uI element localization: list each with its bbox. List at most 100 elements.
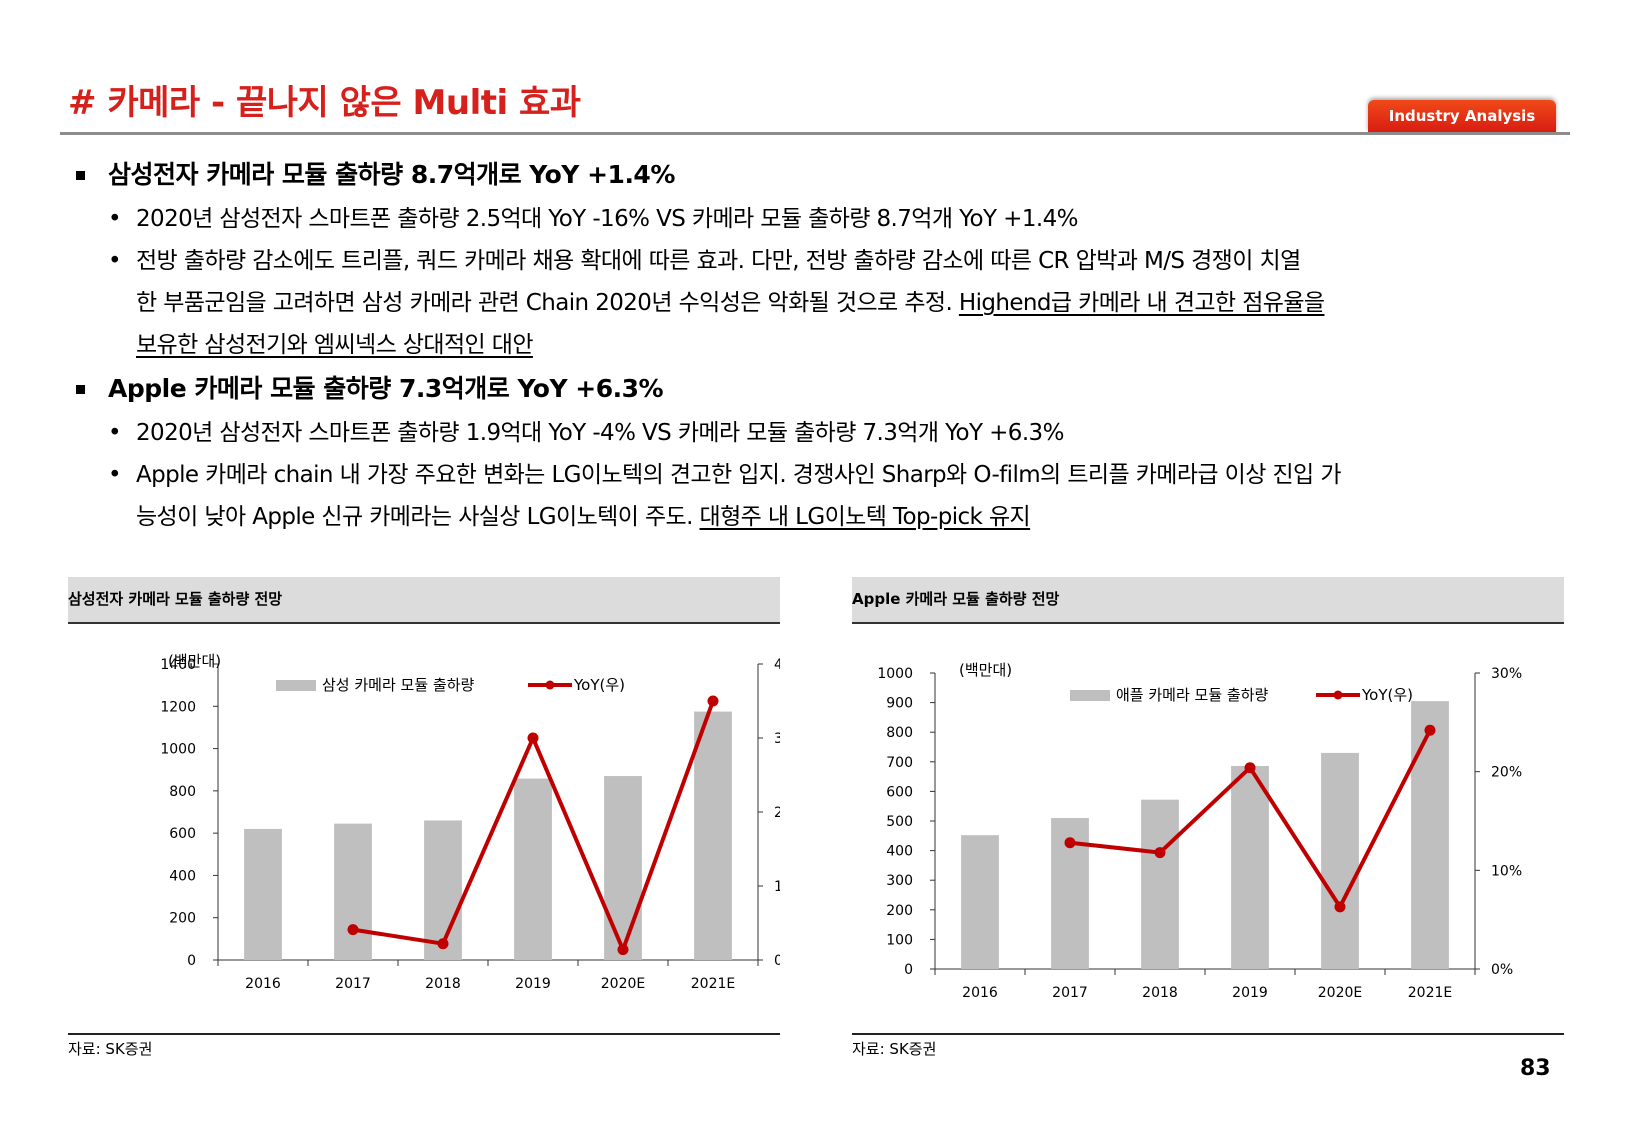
legend-bar-swatch <box>276 680 316 691</box>
bullet-line: 전방 출하량 감소에도 트리플, 쿼드 카메라 채용 확대에 따른 효과. 다만… <box>136 248 1301 274</box>
section-tag: Industry Analysis <box>1368 100 1556 132</box>
left-tick-label: 0 <box>187 953 196 969</box>
left-tick-label: 1400 <box>160 657 196 673</box>
square-bullet-icon <box>76 171 85 180</box>
bullet-line: 2020년 삼성전자 스마트폰 출하량 1.9억대 YoY -4% VS 카메라… <box>136 420 1064 446</box>
left-tick-label: 400 <box>169 868 196 884</box>
bar <box>334 823 372 960</box>
bullet-item: • 2020년 삼성전자 스마트폰 출하량 1.9억대 YoY -4% VS 카… <box>72 412 1562 454</box>
source-note: 자료: SK증권 <box>68 1040 153 1058</box>
yoy-point <box>1424 724 1436 736</box>
right-tick-label: 20% <box>774 805 780 821</box>
left-tick-label: 900 <box>886 696 913 712</box>
bar <box>514 778 552 960</box>
chart-apple: 0 100 200 300 400 500 600 700 800 900 1000 0% 10% 20%… <box>877 661 1522 1001</box>
left-tick-label: 1000 <box>877 666 913 682</box>
bar <box>961 835 999 969</box>
title-divider <box>60 132 1570 135</box>
left-tick-label: 400 <box>886 844 913 860</box>
panel-footer-rule <box>68 1033 780 1035</box>
bar <box>1231 765 1269 969</box>
x-tick-label: 2017 <box>1052 985 1088 1001</box>
yoy-point <box>437 938 449 950</box>
legend-line-marker <box>545 680 555 690</box>
bullet-dot-icon: • <box>108 420 122 446</box>
legend-bar-label: 애플 카메라 모듈 출하량 <box>1116 686 1269 704</box>
left-tick-label: 800 <box>886 725 913 741</box>
bullet-text: 능성이 낮아 Apple 신규 카메라는 사실상 LG이노텍이 주도. <box>136 504 700 530</box>
right-tick-label: 10% <box>1491 863 1522 879</box>
bullet-line: 보유한 삼성전기와 엠씨넥스 상대적인 대안 <box>136 324 1562 366</box>
legend-bar-swatch <box>1070 690 1110 701</box>
chart-panel-apple: Apple 카메라 모듈 출하량 전망 0 100 200 300 400 500 600 7… <box>852 577 1564 1058</box>
x-tick-label: 2021E <box>691 976 735 992</box>
legend-line-label: YoY(우) <box>573 676 625 694</box>
section-heading-samsung: 삼성전자 카메라 모듈 출하량 8.7억개로 YoY +1.4% <box>72 152 1562 198</box>
highlight-text: 보유한 삼성전기와 엠씨넥스 상대적인 대안 <box>136 332 534 358</box>
x-tick-label: 2021E <box>1408 985 1452 1001</box>
bar <box>424 820 462 960</box>
left-tick-label: 200 <box>169 911 196 927</box>
x-tick-label: 2019 <box>515 976 551 992</box>
yoy-point <box>1244 762 1256 774</box>
bullet-item: • Apple 카메라 chain 내 가장 주요한 변화는 LG이노텍의 견고… <box>72 454 1562 538</box>
panel-footer-rule <box>852 1033 1564 1035</box>
left-tick-label: 500 <box>886 814 913 830</box>
left-tick-label: 1000 <box>160 742 196 758</box>
bullet-item: • 전방 출하량 감소에도 트리플, 쿼드 카메라 채용 확대에 따른 효과. … <box>72 240 1562 366</box>
left-tick-label: 300 <box>886 873 913 889</box>
x-tick-label: 2018 <box>425 976 461 992</box>
legend-line-marker <box>1333 690 1343 700</box>
left-tick-label: 1200 <box>160 699 196 715</box>
bullet-dot-icon: • <box>108 206 122 232</box>
bullet-dot-icon: • <box>108 248 122 274</box>
chart-panel-samsung: 삼성전자 카메라 모듈 출하량 전망 0 200 400 600 800 1000 1200… <box>68 577 780 1058</box>
page-number: 83 <box>1520 1056 1551 1081</box>
bar <box>1411 701 1449 969</box>
x-tick-label: 2020E <box>601 976 645 992</box>
bullet-line: 2020년 삼성전자 스마트폰 출하량 2.5억대 YoY -16% VS 카메… <box>136 206 1078 232</box>
yoy-point <box>617 944 629 956</box>
yoy-point <box>1334 901 1346 913</box>
highlight-text: Highend급 카메라 내 견고한 점유율을 <box>958 290 1325 316</box>
yoy-point <box>527 732 539 744</box>
bar <box>1321 752 1359 969</box>
bar <box>604 776 642 960</box>
x-tick-label: 2017 <box>335 976 371 992</box>
bullet-dot-icon: • <box>108 462 122 488</box>
left-tick-label: 700 <box>886 755 913 771</box>
x-tick-label: 2020E <box>1318 985 1362 1001</box>
bullet-item: • 2020년 삼성전자 스마트폰 출하량 2.5억대 YoY -16% VS … <box>72 198 1562 240</box>
x-tick-label: 2018 <box>1142 985 1178 1001</box>
unit-label: (백만대) <box>168 652 221 670</box>
bullet-line: 능성이 낮아 Apple 신규 카메라는 사실상 LG이노텍이 주도. 대형주 … <box>136 496 1562 538</box>
left-tick-label: 100 <box>886 932 913 948</box>
yoy-point <box>347 924 359 936</box>
content-body: 삼성전자 카메라 모듈 출하량 8.7억개로 YoY +1.4% • 2020년… <box>72 152 1562 538</box>
yoy-point <box>707 695 719 707</box>
right-tick-label: 0% <box>1491 962 1513 978</box>
right-tick-label: 30% <box>1491 666 1522 682</box>
bullet-line: Apple 카메라 chain 내 가장 주요한 변화는 LG이노텍의 견고한 … <box>136 462 1341 488</box>
right-tick-label: 10% <box>774 879 780 895</box>
right-tick-label: 30% <box>774 731 780 747</box>
bullet-text: 한 부품군임을 고려하면 삼성 카메라 관련 Chain 2020년 수익성은 … <box>136 290 959 316</box>
left-tick-label: 0 <box>904 962 913 978</box>
unit-label: (백만대) <box>959 661 1012 679</box>
panel-title: Apple 카메라 모듈 출하량 전망 <box>852 577 1564 624</box>
panel-title: 삼성전자 카메라 모듈 출하량 전망 <box>68 577 780 624</box>
highlight-text: 대형주 내 LG이노텍 Top-pick 유지 <box>699 504 1031 530</box>
bar <box>244 828 282 960</box>
right-tick-label: 40% <box>774 657 780 673</box>
page-title: # 카메라 - 끝나지 않은 Multi 효과 <box>68 83 581 123</box>
heading-text: 삼성전자 카메라 모듈 출하량 8.7억개로 YoY +1.4% <box>108 160 675 189</box>
square-bullet-icon <box>76 385 85 394</box>
right-tick-label: 20% <box>1491 765 1522 781</box>
x-tick-label: 2019 <box>1232 985 1268 1001</box>
x-tick-label: 2016 <box>245 976 281 992</box>
left-tick-label: 600 <box>886 784 913 800</box>
left-tick-label: 600 <box>169 826 196 842</box>
section-heading-apple: Apple 카메라 모듈 출하량 7.3억개로 YoY +6.3% <box>72 366 1562 412</box>
yoy-point <box>1154 847 1166 859</box>
bullet-line: 한 부품군임을 고려하면 삼성 카메라 관련 Chain 2020년 수익성은 … <box>136 282 1562 324</box>
